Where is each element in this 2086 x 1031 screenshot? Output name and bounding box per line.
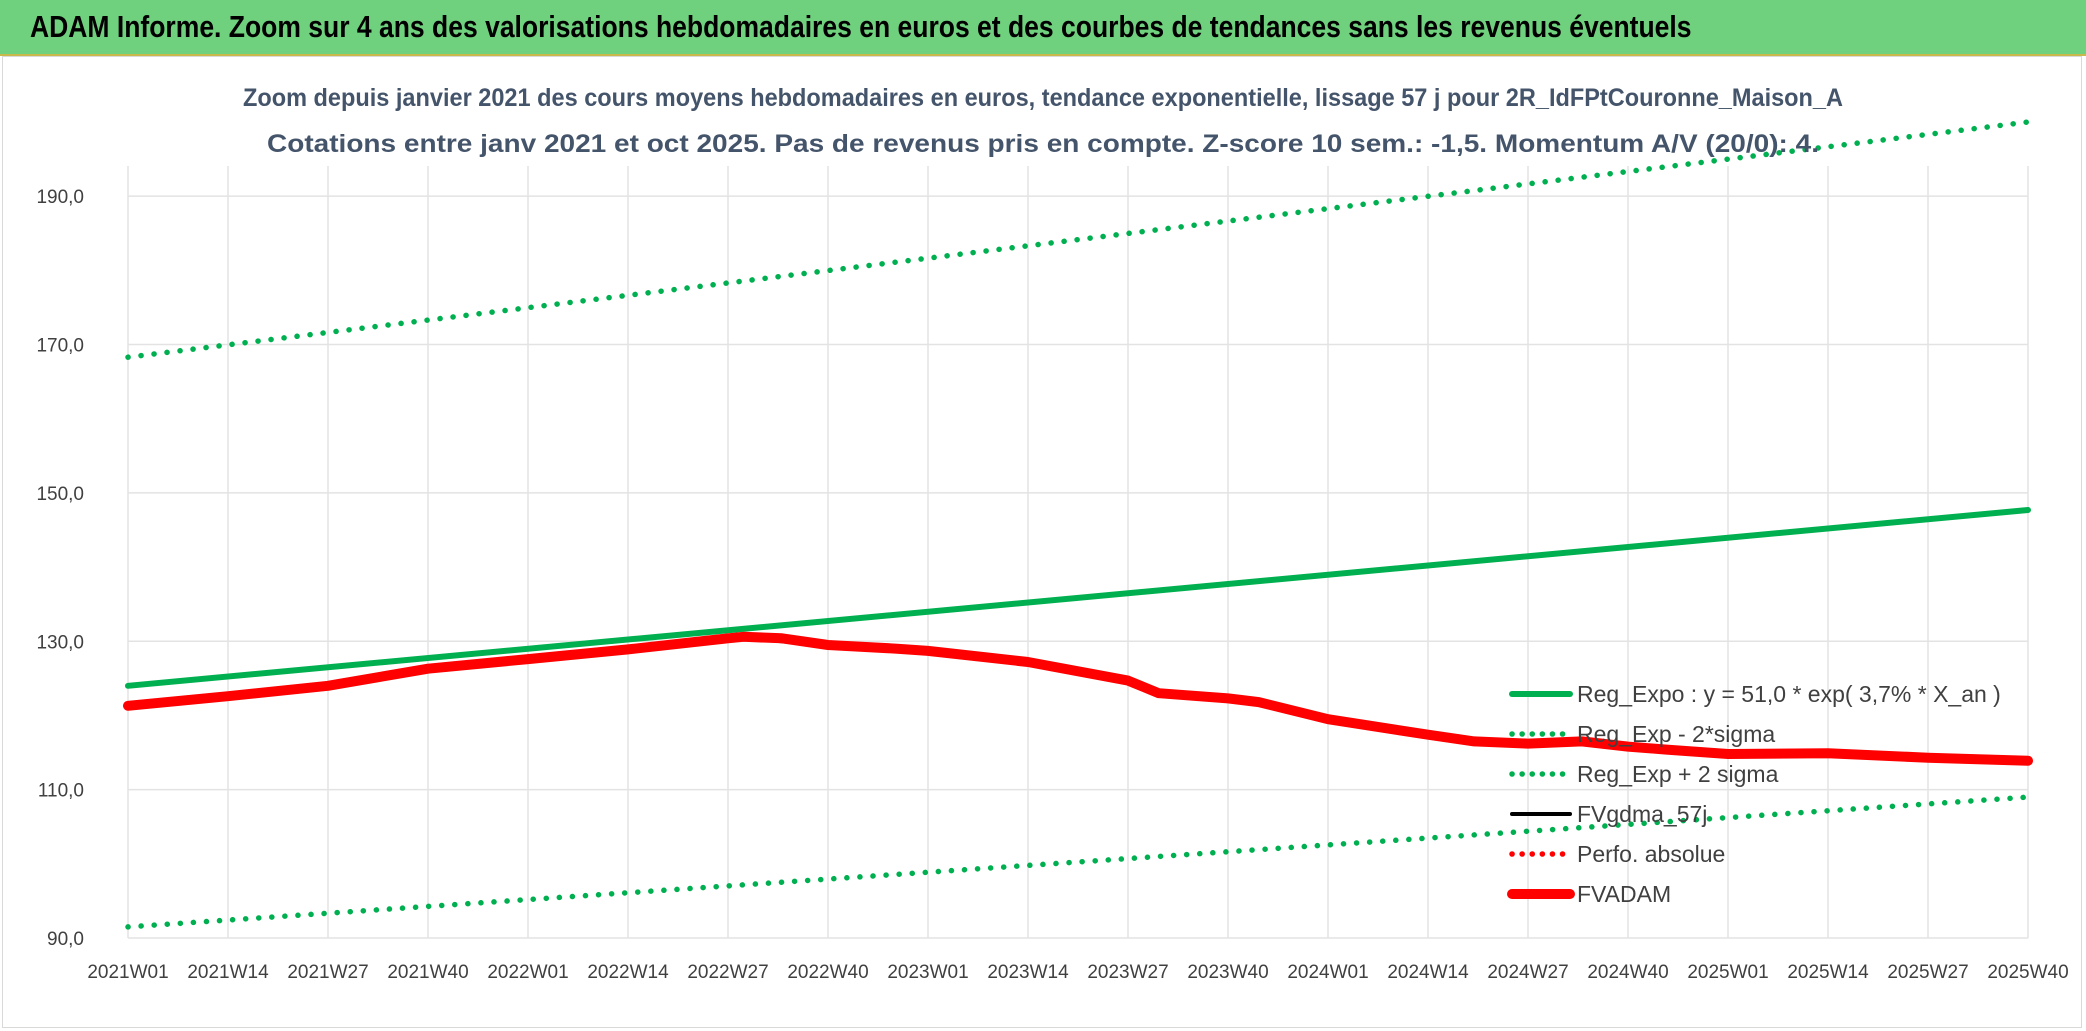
y-tick-label: 130,0	[36, 632, 84, 653]
legend: Reg_Expo : y = 51,0 * exp( 3,7% * X_an )…	[1507, 681, 2001, 907]
x-tick-label: 2023W40	[1187, 962, 1268, 983]
y-tick-label: 190,0	[36, 187, 84, 208]
x-tick-label: 2024W14	[1387, 962, 1469, 983]
y-tick-label: 110,0	[38, 781, 84, 802]
x-tick-label: 2022W40	[787, 962, 868, 983]
y-tick-label: 90,0	[47, 929, 84, 950]
legend-label: Reg_Exp - 2*sigma	[1577, 721, 1775, 747]
legend-label: FVADAM	[1577, 881, 1671, 907]
series-line-reg-exp-2-sigma	[125, 119, 2031, 360]
title-banner: ADAM Informe. Zoom sur 4 ans des valoris…	[0, 0, 2086, 56]
legend-label: Reg_Expo : y = 51,0 * exp( 3,7% * X_an )	[1577, 681, 2001, 707]
y-axis-ticks: 90,0 110,0 130,0 150,0 170,0 190,0	[36, 187, 84, 950]
y-tick-label: 150,0	[36, 484, 84, 505]
x-tick-label: 2025W27	[1887, 962, 1968, 983]
x-tick-label: 2023W14	[987, 962, 1069, 983]
x-tick-label: 2023W01	[887, 962, 968, 983]
x-tick-label: 2023W27	[1087, 962, 1168, 983]
series-line-reg-exp-2-sigma	[125, 794, 2031, 930]
x-tick-label: 2022W27	[687, 962, 768, 983]
chart-title: Zoom depuis janvier 2021 des cours moyen…	[243, 84, 1843, 112]
series-line-reg-expo-y-51-0-exp-3-7-x-an	[125, 507, 2031, 689]
x-tick-label: 2024W27	[1487, 962, 1568, 983]
x-tick-label: 2025W01	[1687, 962, 1768, 983]
x-tick-label: 2021W40	[387, 962, 468, 983]
x-axis-ticks: 2021W01 2021W14 2021W27 2021W40 2022W01 2022W…	[87, 962, 2068, 983]
x-tick-label: 2024W40	[1587, 962, 1668, 983]
x-tick-label: 2022W14	[587, 962, 669, 983]
x-tick-label: 2025W14	[1787, 962, 1869, 983]
x-tick-label: 2021W14	[187, 962, 269, 983]
x-tick-label: 2021W01	[87, 962, 168, 983]
legend-label: FVgdma_57j	[1577, 801, 1707, 827]
chart-frame	[2, 56, 2082, 1028]
page-title: ADAM Informe. Zoom sur 4 ans des valoris…	[30, 9, 1692, 44]
series-layer	[123, 119, 2033, 930]
series-line-fvadam	[123, 631, 2033, 766]
x-tick-label: 2022W01	[487, 962, 568, 983]
x-tick-label: 2025W40	[1987, 962, 2068, 983]
x-tick-label: 2021W27	[287, 962, 368, 983]
legend-label: Perfo. absolue	[1577, 841, 1725, 867]
legend-label: Reg_Exp + 2 sigma	[1577, 761, 1779, 787]
chart-subtitle: Cotations entre janv 2021 et oct 2025. P…	[267, 130, 1819, 158]
y-tick-label: 170,0	[36, 336, 84, 357]
x-tick-label: 2024W01	[1287, 962, 1368, 983]
gridlines	[127, 166, 2029, 939]
